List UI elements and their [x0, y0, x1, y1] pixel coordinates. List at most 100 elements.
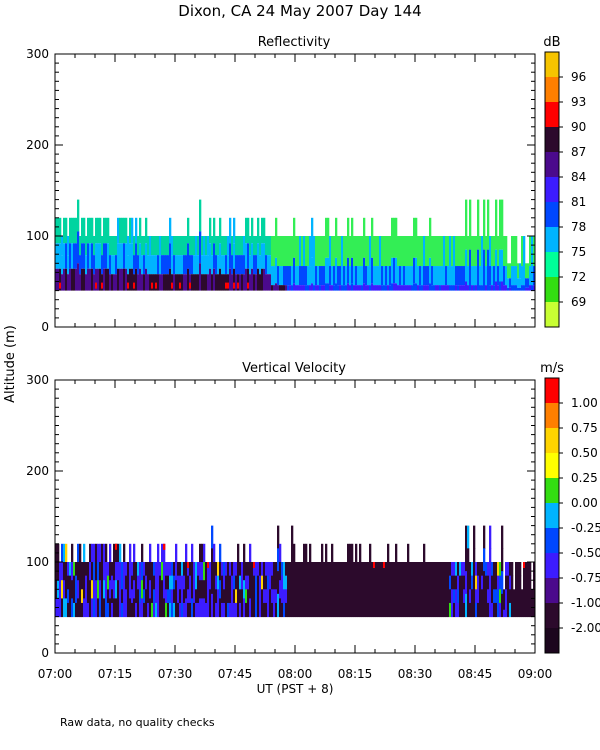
heatmap-cell — [415, 575, 418, 590]
heatmap-cell — [283, 562, 286, 577]
heatmap-cell — [487, 249, 490, 282]
heatmap-cell — [205, 255, 208, 275]
x-tick-label: 08:30 — [398, 667, 433, 681]
heatmap-cell — [431, 236, 434, 267]
heatmap-cell — [317, 575, 320, 590]
heatmap-cell — [135, 243, 138, 269]
heatmap-cell — [291, 525, 294, 549]
heatmap-cell — [525, 589, 528, 604]
heatmap-cell — [399, 589, 402, 604]
heatmap-cell — [59, 268, 62, 291]
heatmap-cell — [243, 236, 246, 256]
heatmap-cell — [247, 282, 250, 289]
heatmap-cell — [253, 255, 256, 275]
heatmap-cell — [379, 266, 382, 286]
heatmap-cell — [501, 281, 504, 291]
heatmap-cell — [247, 562, 250, 577]
heatmap-cell — [395, 257, 398, 284]
heatmap-cell — [163, 562, 166, 581]
heatmap-cell — [239, 602, 242, 618]
colorbar-segment — [545, 528, 559, 554]
heatmap-cell — [435, 589, 438, 604]
heatmap-cell — [147, 255, 150, 275]
colorbar-label: 78 — [571, 220, 586, 234]
heatmap-cell — [149, 598, 152, 618]
heatmap-cell — [531, 266, 534, 286]
heatmap-cell — [433, 266, 436, 286]
heatmap-cell — [405, 562, 408, 577]
heatmap-cell — [275, 575, 278, 590]
heatmap-cell — [505, 602, 508, 618]
heatmap-cell — [249, 274, 252, 291]
heatmap-cell — [405, 589, 408, 604]
heatmap-cell — [297, 266, 300, 286]
heatmap-cell — [265, 236, 268, 256]
heatmap-cell — [281, 589, 284, 604]
heatmap-cell — [355, 285, 358, 291]
heatmap-cell — [59, 217, 62, 244]
heatmap-cell — [437, 589, 440, 604]
heatmap-cell — [523, 285, 526, 291]
heatmap-cell — [67, 274, 70, 291]
heatmap-cell — [481, 602, 484, 618]
heatmap-cell — [151, 602, 154, 618]
heatmap-cell — [91, 217, 94, 244]
heatmap-cell — [119, 268, 122, 291]
heatmap-cell — [411, 562, 414, 577]
heatmap-cell — [369, 266, 372, 286]
heatmap-cell — [305, 285, 308, 291]
heatmap-cell — [427, 602, 430, 618]
heatmap-cell — [291, 593, 294, 618]
heatmap-cell — [55, 268, 58, 291]
heatmap-cell — [125, 217, 128, 244]
heatmap-cell — [75, 217, 78, 244]
heatmap-cell — [253, 575, 256, 590]
heatmap-cell — [89, 562, 92, 581]
heatmap-cell — [115, 255, 118, 275]
heatmap-cell — [265, 575, 268, 590]
heatmap-cell — [355, 562, 358, 581]
heatmap-cell — [281, 266, 284, 286]
heatmap-cell — [391, 217, 394, 258]
heatmap-cell — [157, 598, 160, 618]
heatmap-cell — [411, 236, 414, 267]
heatmap-cell — [327, 562, 330, 577]
heatmap-cell — [389, 575, 392, 590]
heatmap-cell — [143, 575, 146, 590]
heatmap-cell — [113, 274, 116, 291]
heatmap-cell — [401, 285, 404, 291]
heatmap-cell — [269, 255, 272, 275]
heatmap-cell — [533, 266, 536, 286]
heatmap-cell — [437, 602, 440, 618]
heatmap-cell — [445, 589, 448, 604]
heatmap-cell — [509, 589, 512, 604]
heatmap-cell — [515, 266, 518, 286]
heatmap-cell — [69, 589, 72, 604]
heatmap-cell — [445, 285, 448, 291]
heatmap-cell — [529, 236, 532, 267]
heatmap-cell — [419, 602, 422, 618]
heatmap-cell — [491, 575, 494, 590]
heatmap-cell — [159, 575, 162, 590]
heatmap-cell — [311, 217, 314, 258]
heatmap-cell — [143, 562, 146, 577]
heatmap-cell — [301, 562, 304, 577]
heatmap-cell — [273, 236, 276, 267]
heatmap-cell — [73, 268, 76, 291]
heatmap-cell — [415, 257, 418, 284]
heatmap-cell — [483, 525, 486, 549]
heatmap-cell — [377, 562, 380, 577]
heatmap-cell — [179, 274, 182, 291]
heatmap-cell — [357, 285, 360, 291]
heatmap-cell — [427, 236, 430, 267]
heatmap-cell — [401, 589, 404, 604]
heatmap-cell — [467, 236, 470, 267]
heatmap-cell — [241, 274, 244, 291]
heatmap-cell — [185, 543, 188, 563]
heatmap-cell — [225, 255, 228, 275]
heatmap-cell — [449, 236, 452, 267]
heatmap-cell — [447, 575, 450, 590]
heatmap-cell — [121, 575, 124, 590]
heatmap-cell — [385, 285, 388, 291]
heatmap-cell — [341, 589, 344, 604]
